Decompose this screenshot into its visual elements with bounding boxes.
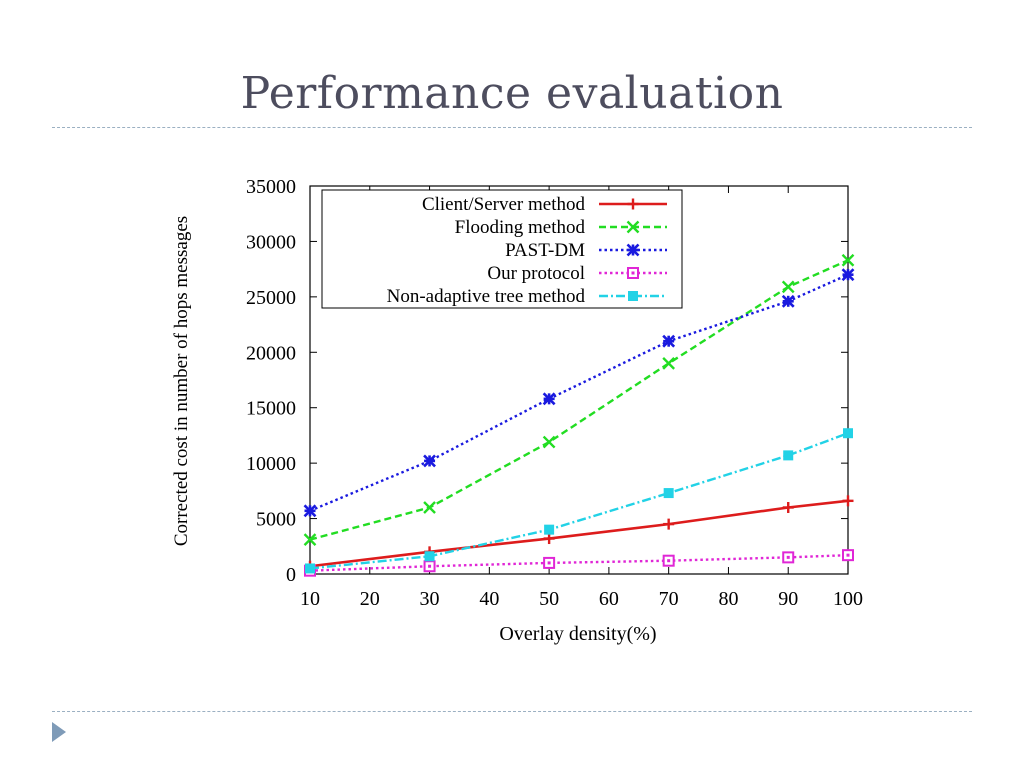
legend-label: Client/Server method [422,194,586,215]
data-point-marker [663,518,675,530]
data-point-marker [543,556,556,569]
x-tick-label: 10 [300,588,320,610]
legend-label: Non-adaptive tree method [387,286,586,307]
data-point-marker [782,501,794,513]
series-line [309,499,849,568]
series-line [309,259,849,541]
x-tick-label: 20 [360,588,380,610]
data-point-marker [628,291,638,301]
x-tick-label: 60 [599,588,619,610]
x-tick-label: 80 [718,588,738,610]
data-point-marker [626,220,640,234]
data-point-marker [843,428,853,439]
data-point-marker [781,294,795,308]
slide-bullet-arrow-icon [52,722,66,742]
title-divider [52,127,972,128]
series-4 [305,428,853,574]
data-point-marker [424,551,435,562]
footer-divider [52,711,972,712]
data-point-marker [423,560,436,573]
y-tick-label: 35000 [246,176,296,198]
data-point-marker [841,268,855,282]
series-2 [303,268,855,518]
data-point-marker [303,533,317,546]
y-axis-label: Corrected cost in number of hops message… [171,216,192,546]
data-point-marker [662,357,676,370]
x-tick-label: 30 [420,588,440,610]
legend-label: PAST-DM [505,240,585,261]
data-point-marker [627,198,639,210]
data-point-marker [627,267,639,279]
series-0 [304,495,854,572]
data-point-marker [423,501,436,514]
x-tick-label: 70 [659,588,679,610]
x-tick-label: 90 [778,588,798,610]
y-tick-label: 25000 [246,287,296,309]
series-1 [303,253,855,546]
series-line [309,273,849,512]
data-point-marker [783,450,794,461]
y-tick-label: 20000 [246,342,296,364]
legend-label: Flooding method [455,217,586,238]
x-tick-label: 50 [539,588,559,610]
data-point-marker [305,563,315,574]
y-tick-label: 10000 [246,453,296,475]
y-tick-label: 15000 [246,398,296,420]
data-point-marker [423,454,436,468]
x-axis-label: Overlay density(%) [499,623,656,645]
series-line [309,553,849,572]
x-tick-label: 100 [833,588,863,610]
y-tick-label: 5000 [256,509,296,531]
data-point-marker [543,533,555,545]
data-point-marker [662,554,675,567]
series-line [309,432,849,570]
plot-area [309,185,849,575]
data-point-marker [626,243,640,257]
data-point-marker [842,549,854,562]
data-point-marker [542,435,556,449]
data-point-marker [303,504,317,518]
data-point-marker [842,495,854,507]
data-point-marker [781,280,795,294]
data-point-marker [662,334,676,348]
data-point-marker [542,392,556,406]
y-tick-label: 0 [286,564,296,586]
slide-title: Performance evaluation [240,68,784,119]
data-point-marker [663,488,674,499]
x-tick-label: 40 [479,588,499,610]
data-point-marker [782,551,795,564]
series-3 [304,549,854,577]
y-tick-label: 30000 [246,231,296,253]
legend-label: Our protocol [487,263,585,284]
data-point-marker [841,253,855,267]
data-point-marker [544,524,555,535]
